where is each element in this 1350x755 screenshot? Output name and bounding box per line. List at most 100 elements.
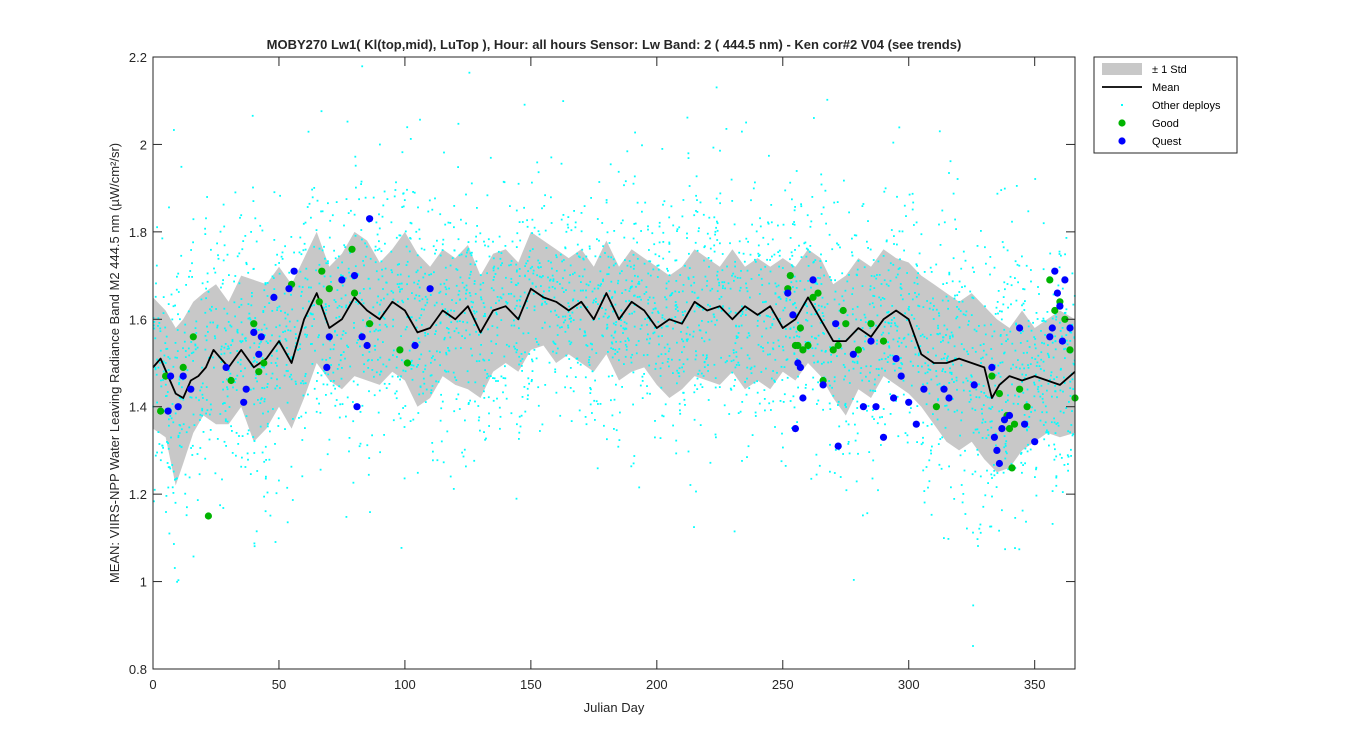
- other-deploys-point: [790, 264, 793, 266]
- other-deploys-point: [435, 330, 437, 333]
- other-deploys-point: [661, 335, 663, 337]
- other-deploys-point: [374, 245, 377, 248]
- other-deploys-point: [563, 269, 566, 272]
- other-deploys-point: [947, 408, 950, 411]
- other-deploys-point: [602, 280, 604, 282]
- other-deploys-point: [579, 306, 582, 308]
- other-deploys-point: [800, 203, 802, 206]
- other-deploys-point: [952, 398, 954, 400]
- other-deploys-point: [332, 348, 335, 351]
- other-deploys-point: [888, 346, 891, 349]
- other-deploys-point: [490, 287, 493, 290]
- other-deploys-point: [445, 353, 448, 356]
- other-deploys-point: [441, 400, 444, 403]
- other-deploys-point: [220, 345, 223, 348]
- other-deploys-point: [783, 366, 786, 368]
- other-deploys-point: [965, 377, 968, 380]
- other-deploys-point: [825, 222, 827, 225]
- other-deploys-point: [1054, 340, 1057, 343]
- other-deploys-point: [648, 296, 651, 299]
- other-deploys-point: [1002, 296, 1005, 298]
- other-deploys-point: [856, 360, 859, 363]
- quest-point: [834, 442, 842, 450]
- other-deploys-point: [264, 445, 267, 448]
- other-deploys-point: [435, 249, 437, 251]
- other-deploys-point: [393, 195, 396, 198]
- other-deploys-point: [977, 453, 979, 456]
- other-deploys-point: [668, 250, 671, 253]
- other-deploys-point: [1024, 447, 1027, 450]
- other-deploys-point: [567, 311, 570, 313]
- other-deploys-point: [1012, 402, 1015, 405]
- other-deploys-point: [943, 221, 946, 224]
- other-deploys-point: [402, 301, 405, 304]
- other-deploys-point: [584, 416, 587, 418]
- other-deploys-point: [962, 250, 965, 253]
- other-deploys-point: [915, 221, 918, 224]
- other-deploys-point: [1060, 367, 1062, 370]
- other-deploys-point: [473, 280, 476, 282]
- other-deploys-point: [211, 305, 213, 308]
- other-deploys-point: [538, 275, 541, 278]
- other-deploys-point: [255, 373, 258, 376]
- other-deploys-point: [263, 400, 266, 403]
- other-deploys-point: [709, 289, 712, 292]
- other-deploys-point: [762, 301, 764, 304]
- other-deploys-point: [495, 302, 497, 304]
- other-deploys-point: [384, 242, 386, 245]
- other-deploys-point: [705, 356, 708, 359]
- other-deploys-point: [714, 233, 716, 236]
- other-deploys-point: [863, 348, 865, 351]
- other-deploys-point: [384, 323, 387, 326]
- good-point: [227, 376, 235, 385]
- other-deploys-point: [1055, 484, 1058, 487]
- other-deploys-point: [1071, 434, 1074, 437]
- other-deploys-point: [706, 232, 709, 235]
- other-deploys-point: [462, 321, 464, 323]
- other-deploys-point: [548, 286, 551, 289]
- other-deploys-point: [881, 297, 884, 299]
- other-deploys-point: [341, 284, 344, 287]
- quest-point: [1058, 337, 1066, 345]
- other-deploys-point: [967, 323, 970, 326]
- other-deploys-point: [373, 394, 376, 397]
- other-deploys-point: [715, 86, 718, 89]
- quest-point: [270, 293, 278, 301]
- other-deploys-point: [634, 222, 637, 225]
- other-deploys-point: [894, 369, 896, 372]
- other-deploys-point: [1022, 302, 1025, 305]
- other-deploys-point: [439, 364, 441, 367]
- other-deploys-point: [290, 378, 293, 381]
- other-deploys-point: [410, 368, 413, 370]
- other-deploys-point: [333, 343, 336, 346]
- other-deploys-point: [555, 391, 558, 394]
- other-deploys-point: [253, 452, 256, 454]
- other-deploys-point: [678, 367, 681, 369]
- other-deploys-point: [368, 390, 370, 393]
- other-deploys-point: [232, 386, 234, 389]
- other-deploys-point: [410, 360, 413, 363]
- other-deploys-point: [219, 230, 222, 233]
- other-deploys-point: [283, 292, 286, 295]
- other-deploys-point: [940, 467, 943, 470]
- quest-point: [1051, 267, 1059, 275]
- other-deploys-point: [417, 412, 420, 414]
- other-deploys-point: [346, 344, 348, 347]
- other-deploys-point: [449, 222, 452, 224]
- other-deploys-point: [833, 376, 836, 379]
- other-deploys-point: [622, 327, 625, 330]
- other-deploys-point: [880, 283, 883, 285]
- other-deploys-point: [513, 295, 516, 298]
- other-deploys-point: [747, 445, 750, 448]
- other-deploys-point: [1068, 401, 1070, 403]
- other-deploys-point: [456, 269, 459, 271]
- other-deploys-point: [518, 438, 520, 440]
- other-deploys-point: [721, 269, 724, 272]
- other-deploys-point: [880, 358, 883, 361]
- other-deploys-point: [582, 289, 584, 292]
- other-deploys-point: [337, 266, 339, 269]
- other-deploys-point: [676, 341, 678, 344]
- other-deploys-point: [586, 306, 589, 308]
- other-deploys-point: [468, 333, 471, 336]
- other-deploys-point: [324, 257, 326, 260]
